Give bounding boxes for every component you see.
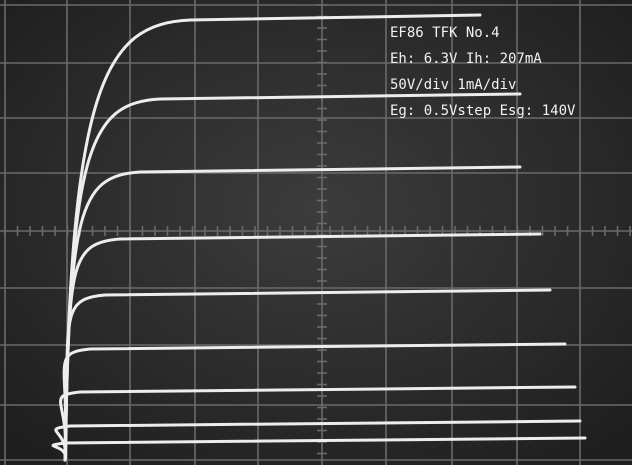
annotation: Eg: 0.5Vstep Esg: 140V <box>390 103 576 119</box>
traces <box>51 13 587 462</box>
annotation: Eh: 6.3V Ih: 207mA <box>390 51 542 67</box>
annotation: 50V/div 1mA/div <box>390 77 516 93</box>
trace <box>51 436 587 462</box>
annotation: EF86 TFK No.4 <box>390 25 500 41</box>
trace <box>54 419 582 462</box>
trace <box>59 385 577 462</box>
